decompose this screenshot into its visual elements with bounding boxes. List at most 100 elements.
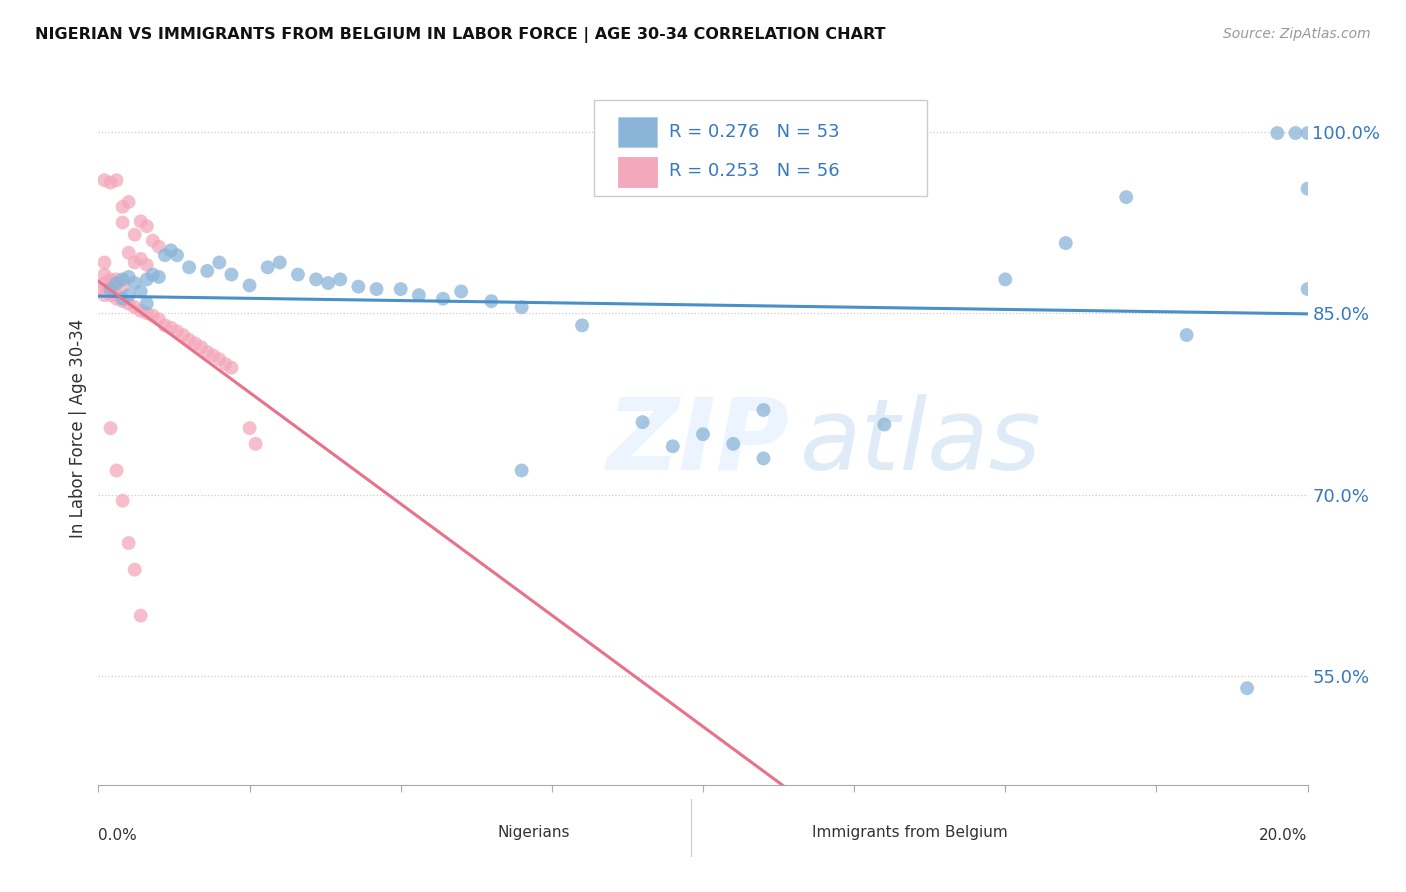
Point: [105, 272, 128, 286]
FancyBboxPatch shape: [776, 821, 803, 846]
Point: [172, 328, 194, 343]
Point: [1115, 190, 1137, 204]
Point: [510, 463, 533, 477]
Point: [239, 278, 262, 293]
Point: [160, 244, 183, 258]
Point: [148, 270, 170, 285]
Point: [93, 276, 115, 290]
Point: [184, 336, 207, 351]
Point: [100, 285, 122, 299]
Point: [129, 285, 152, 299]
Text: Nigerians: Nigerians: [498, 825, 569, 840]
Point: [93, 288, 115, 302]
Point: [135, 219, 157, 234]
Point: [202, 349, 225, 363]
Point: [111, 493, 134, 508]
Point: [432, 292, 454, 306]
Point: [305, 272, 328, 286]
FancyBboxPatch shape: [595, 100, 927, 196]
Point: [179, 260, 201, 275]
Point: [1236, 681, 1258, 696]
Point: [93, 255, 115, 269]
Point: [481, 294, 503, 309]
Point: [752, 403, 775, 417]
Text: R = 0.253   N = 56: R = 0.253 N = 56: [669, 162, 839, 180]
Text: 0.0%: 0.0%: [98, 828, 138, 843]
Point: [124, 227, 146, 242]
Point: [142, 234, 165, 248]
Point: [93, 282, 115, 296]
Point: [153, 248, 176, 262]
Point: [195, 345, 218, 359]
Text: NIGERIAN VS IMMIGRANTS FROM BELGIUM IN LABOR FORCE | AGE 30-34 CORRELATION CHART: NIGERIAN VS IMMIGRANTS FROM BELGIUM IN L…: [35, 27, 886, 43]
Point: [269, 255, 291, 269]
Text: R = 0.276   N = 53: R = 0.276 N = 53: [669, 123, 839, 141]
Point: [316, 276, 339, 290]
Point: [100, 288, 122, 302]
Point: [1054, 236, 1077, 251]
Point: [129, 303, 152, 318]
Point: [179, 333, 201, 347]
Point: [135, 272, 157, 286]
Text: atlas: atlas: [800, 394, 1042, 491]
Point: [153, 318, 176, 333]
Point: [105, 463, 128, 477]
Point: [1267, 126, 1289, 140]
Point: [118, 270, 141, 285]
Point: [166, 248, 188, 262]
Point: [129, 608, 152, 623]
Point: [111, 272, 134, 286]
Point: [723, 437, 745, 451]
Point: [214, 357, 236, 371]
Point: [1296, 182, 1319, 196]
Point: [510, 300, 533, 314]
Point: [105, 288, 128, 302]
Text: ZIP: ZIP: [606, 394, 789, 491]
Point: [239, 421, 262, 435]
Point: [329, 272, 352, 286]
Point: [135, 258, 157, 272]
Point: [256, 260, 278, 275]
Point: [631, 415, 654, 429]
Point: [124, 300, 146, 314]
Point: [100, 282, 122, 296]
Point: [873, 417, 896, 432]
Point: [408, 288, 430, 302]
Point: [994, 272, 1017, 286]
Point: [221, 268, 243, 282]
Point: [129, 214, 152, 228]
Point: [100, 176, 122, 190]
Point: [450, 285, 472, 299]
Point: [93, 268, 115, 282]
Point: [105, 292, 128, 306]
Point: [142, 268, 165, 282]
Point: [1284, 126, 1306, 140]
Point: [1296, 126, 1319, 140]
Text: Source: ZipAtlas.com: Source: ZipAtlas.com: [1223, 27, 1371, 41]
Point: [118, 288, 141, 302]
Point: [100, 421, 122, 435]
Point: [118, 296, 141, 310]
Point: [166, 325, 188, 339]
Point: [148, 312, 170, 326]
FancyBboxPatch shape: [461, 821, 488, 846]
FancyBboxPatch shape: [619, 157, 657, 186]
Point: [118, 194, 141, 209]
Point: [148, 240, 170, 254]
Point: [135, 296, 157, 310]
Point: [100, 276, 122, 290]
Point: [245, 437, 267, 451]
Point: [111, 215, 134, 229]
Point: [389, 282, 412, 296]
Point: [124, 255, 146, 269]
Point: [129, 252, 152, 266]
Point: [692, 427, 714, 442]
Point: [105, 276, 128, 290]
Point: [208, 352, 231, 367]
Point: [221, 360, 243, 375]
Point: [124, 276, 146, 290]
Point: [111, 279, 134, 293]
Point: [93, 173, 115, 187]
Point: [105, 173, 128, 187]
Point: [111, 294, 134, 309]
